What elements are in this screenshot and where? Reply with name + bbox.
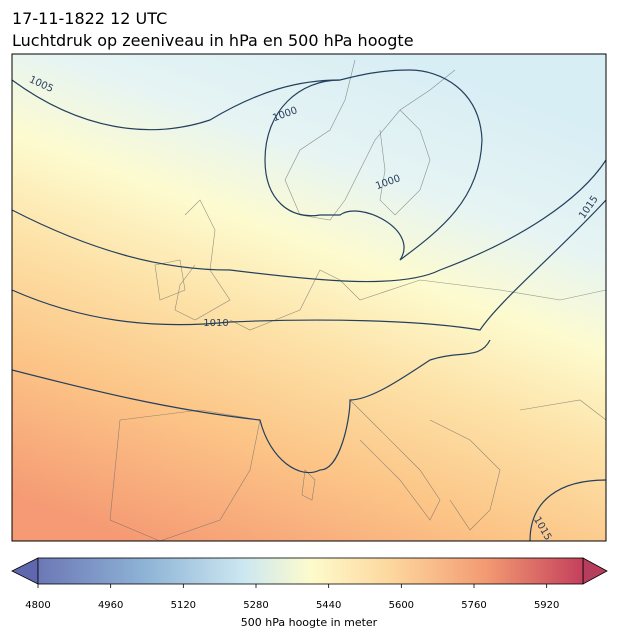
colorbar-extend-low [11, 557, 39, 585]
colorbar [11, 557, 608, 585]
colorbar-tick-label: 5600 [389, 600, 414, 611]
colorbar-tick-label: 5280 [243, 600, 268, 611]
map [12, 54, 606, 541]
contour-label: 1010 [203, 318, 228, 329]
field [12, 54, 606, 541]
title: Luchtdruk op zeeniveau in hPa en 500 hPa… [12, 31, 414, 50]
colorbar-tick-label: 5120 [171, 600, 196, 611]
colorbar-tick-label: 5920 [534, 600, 559, 611]
colorbar-tick-label: 4960 [98, 600, 123, 611]
colorbar-tick-label: 5440 [316, 600, 341, 611]
colorbar-extend-high [582, 557, 608, 585]
colorbar-label: 500 hPa hoogte in meter [241, 616, 378, 629]
map-frame [11, 53, 607, 542]
colorbar-body [37, 557, 584, 585]
colorbar-tick-label: 4800 [25, 600, 50, 611]
colorbar-tick-label: 5760 [461, 600, 486, 611]
date: 17-11-1822 12 UTC [12, 9, 167, 28]
isobars [12, 69, 606, 541]
